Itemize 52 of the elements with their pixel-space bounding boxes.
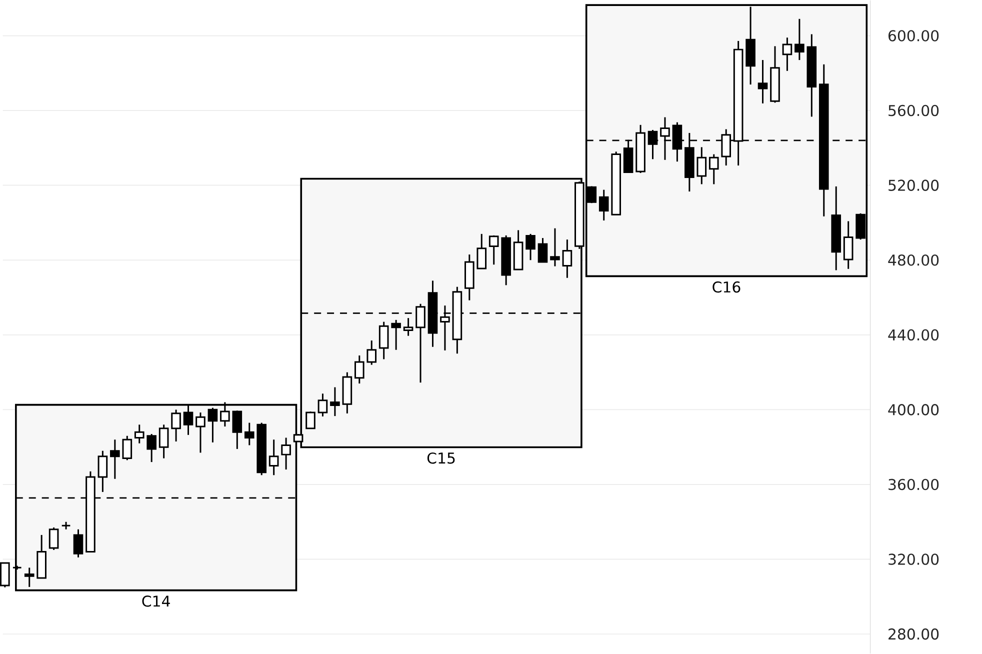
candlestick <box>196 412 206 454</box>
candlestick <box>794 18 804 61</box>
candlestick <box>134 424 144 444</box>
candlestick <box>281 437 291 470</box>
candlestick <box>416 303 426 384</box>
candlestick <box>110 438 120 480</box>
candlestick <box>856 212 866 240</box>
candlestick <box>306 410 316 430</box>
candlestick <box>488 234 499 266</box>
candlestick <box>158 424 169 460</box>
candlestick <box>208 407 218 444</box>
candlestick <box>550 228 560 268</box>
candlestick <box>378 321 389 360</box>
candlestick <box>782 36 792 72</box>
candlestick <box>696 146 707 185</box>
y-tick-label: 320.00 <box>888 554 939 565</box>
y-tick-label: 280.00 <box>888 628 939 640</box>
candlestick <box>354 354 364 384</box>
candlestick <box>24 566 34 588</box>
candlestick <box>562 238 572 279</box>
candlestick <box>122 435 132 461</box>
y-tick-label: 520.00 <box>888 180 939 191</box>
candlestick <box>708 154 719 185</box>
y-tick-label: 360.00 <box>888 478 939 490</box>
candlestick <box>171 408 181 442</box>
candlestick <box>843 220 854 270</box>
candlestick <box>146 433 156 463</box>
candlestick <box>244 422 254 446</box>
y-tick-label: 400.00 <box>888 404 939 416</box>
candlestick <box>598 189 609 222</box>
candlestick <box>232 410 242 450</box>
candlestick <box>98 450 108 493</box>
candlestick <box>318 392 328 418</box>
y-tick-label: 440.00 <box>888 329 939 341</box>
candlestick <box>403 317 414 337</box>
candlestick <box>526 233 536 261</box>
candlestick <box>758 59 768 104</box>
candlestick <box>48 526 59 551</box>
band-label: C14 <box>142 596 170 607</box>
y-tick-label: 600.00 <box>888 30 939 42</box>
candlestick <box>391 319 401 351</box>
candlestick <box>330 386 340 417</box>
candlestick <box>476 233 487 270</box>
y-tick-label: 480.00 <box>888 254 939 266</box>
candlestick <box>73 528 84 558</box>
band-label: C16 <box>712 281 740 293</box>
candlestick <box>268 438 279 476</box>
candlestick <box>0 562 10 588</box>
band-label: C15 <box>427 452 455 464</box>
candlestick <box>366 340 377 366</box>
candlestick <box>538 237 548 263</box>
y-tick-label: 560.00 <box>888 104 939 116</box>
